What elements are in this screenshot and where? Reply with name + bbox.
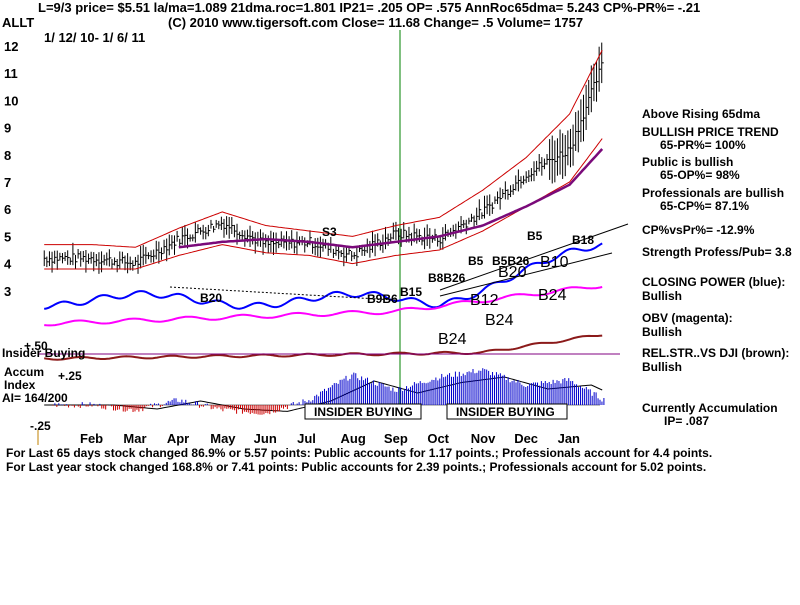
x-tick-sep: Sep	[384, 431, 408, 446]
rp-10: Bullish	[642, 289, 682, 303]
signal-b12: B12	[470, 292, 499, 309]
x-tick-jul: Jul	[297, 431, 316, 446]
signal-bbb: B9B6	[367, 292, 398, 306]
insider-box-2-text: INSIDER BUYING	[456, 405, 555, 419]
trendline-lower	[439, 252, 613, 297]
price-bars	[43, 42, 604, 274]
rp-15: Currently Accumulation	[642, 401, 778, 415]
footer-line1: For Last 65 days stock changed 86.9% or …	[6, 446, 712, 460]
signal-b24b: B24	[485, 312, 514, 329]
y-tick-12: 12	[4, 39, 18, 54]
x-tick-aug: Aug	[341, 431, 366, 446]
plus25-label: +.25	[58, 369, 82, 383]
ma65-line	[178, 148, 604, 249]
rp-8: Strength Profess/Pub= 3.8	[642, 245, 792, 259]
y-tick-10: 10	[4, 93, 18, 108]
signal-b24c: B24	[438, 331, 467, 348]
y-tick-8: 8	[4, 148, 11, 163]
x-tick-jun: Jun	[254, 431, 277, 446]
rel-strength-line	[44, 334, 603, 361]
rp-12: Bullish	[642, 325, 682, 339]
y-tick-5: 5	[4, 229, 11, 244]
insider-box-1	[304, 403, 422, 420]
x-tick-nov: Nov	[471, 431, 496, 446]
lower-band-line	[44, 138, 603, 270]
y-tick-9: 9	[4, 121, 11, 136]
closing-power-line	[44, 242, 603, 310]
x-tick-dec: Dec	[514, 431, 538, 446]
header-line2: (C) 2010 www.tigersoft.com Close= 11.68 …	[168, 15, 583, 30]
rp-11: OBV (magenta):	[642, 311, 733, 325]
x-tick-jan: Jan	[558, 431, 580, 446]
minus25-label: -.25	[30, 419, 51, 433]
trendline-cp	[169, 286, 396, 301]
signal-b5b: B5	[527, 229, 543, 243]
x-tick-oct: Oct	[427, 431, 449, 446]
x-tick-mar: Mar	[123, 431, 146, 446]
rp-16: IP= .087	[664, 414, 709, 428]
insider-box-2	[446, 403, 568, 420]
signal-b15: B15	[400, 285, 422, 299]
rp-13: REL.STR..VS DJI (brown):	[642, 346, 789, 360]
rp-3: Public is bullish	[642, 155, 733, 169]
signal-b20b: B20	[498, 264, 527, 281]
trendline-upper	[439, 223, 629, 291]
x-tick-may: May	[210, 431, 236, 446]
header-line1: L=9/3 price= $5.51 la/ma=1.089 21dma.roc…	[38, 0, 700, 15]
y-tick-4: 4	[4, 257, 12, 272]
signal-b20a: B20	[200, 291, 222, 305]
rp-6: 65-CP%= 87.1%	[660, 199, 749, 213]
insider-label: Insider Buying	[2, 346, 85, 360]
x-tick-apr: Apr	[167, 431, 189, 446]
accum-label: Accum	[4, 365, 44, 379]
rp-9: CLOSING POWER (blue):	[642, 275, 785, 289]
insider-box-1-text: INSIDER BUYING	[314, 405, 413, 419]
signal-b5a: B5	[468, 254, 484, 268]
x-tick-feb: Feb	[80, 431, 103, 446]
obv-line	[44, 286, 603, 327]
y-axis-ticks: 12 11 10 9 8 7 6 5 4 3	[4, 39, 18, 299]
plus50-label: +.50	[24, 339, 48, 353]
rp-2: 65-PR%= 100%	[660, 138, 746, 152]
y-tick-6: 6	[4, 202, 11, 217]
footer-line2: For Last year stock changed 168.8% or 7.…	[6, 460, 706, 474]
signal-b18: B18	[572, 233, 594, 247]
rp-7: CP%vsPr%= -12.9%	[642, 223, 755, 237]
date-range: 1/ 12/ 10- 1/ 6/ 11	[44, 30, 145, 45]
rp-5: Professionals are bullish	[642, 186, 784, 200]
upper-band-line	[44, 49, 603, 248]
index-label: Index	[4, 378, 36, 392]
rp-4: 65-OP%= 98%	[660, 168, 740, 182]
signal-b8b26: B8B26	[428, 271, 466, 285]
rp-14: Bullish	[642, 360, 682, 374]
rp-0: Above Rising 65dma	[642, 107, 760, 121]
signal-b24a: B24	[538, 287, 567, 304]
accumulation-histogram	[52, 368, 605, 415]
rp-1: BULLISH PRICE TREND	[642, 125, 779, 139]
signal-b5c: B5B26	[492, 254, 530, 268]
ai-label: AI= 164/200	[2, 391, 68, 405]
x-axis-ticks: Feb Mar Apr May Jun Jul Aug Sep Oct Nov Dec Jan	[80, 431, 580, 446]
right-panel: Above Rising 65dma BULLISH PRICE TREND 6…	[642, 107, 792, 428]
y-tick-3: 3	[4, 284, 11, 299]
signal-s3: S3	[322, 225, 337, 239]
y-tick-11: 11	[4, 66, 18, 81]
y-tick-7: 7	[4, 175, 11, 190]
ticker-label: ALLT	[2, 15, 34, 30]
signal-b10: B10	[540, 254, 569, 271]
